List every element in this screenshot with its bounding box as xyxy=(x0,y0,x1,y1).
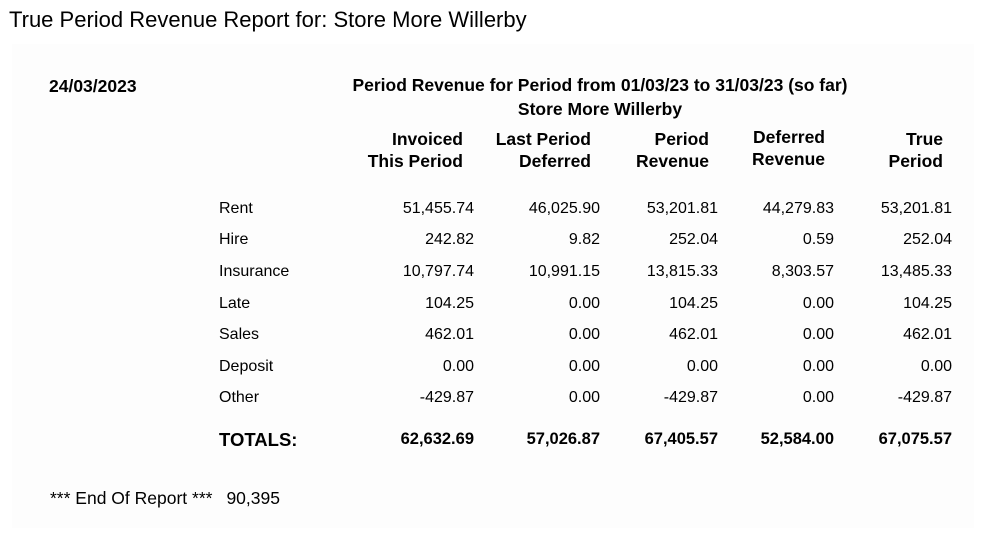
table-cell: 13,485.33 xyxy=(880,262,952,280)
table-cell: 0.00 xyxy=(802,294,834,312)
table-row: Late 104.25 0.00 104.25 0.00 104.25 xyxy=(210,288,952,320)
table-cell: 462.01 xyxy=(669,326,718,344)
table-row: Hire 242.82 9.82 252.04 0.59 252.04 xyxy=(210,225,952,257)
table-row: Sales 462.01 0.00 462.01 0.00 462.01 xyxy=(210,319,952,351)
column-header-line: True xyxy=(906,129,943,149)
table-cell: 10,797.74 xyxy=(402,262,474,280)
table-cell: 462.01 xyxy=(425,326,474,344)
column-header-line: Deferred xyxy=(519,151,591,171)
table-cell: 252.04 xyxy=(669,231,718,249)
table-cell: 53,201.81 xyxy=(880,199,952,217)
end-of-report-text: *** End Of Report *** xyxy=(50,488,213,508)
end-of-report: *** End Of Report *** 90,395 xyxy=(50,488,280,509)
report-panel xyxy=(12,44,974,528)
column-header-line: Period xyxy=(888,151,943,171)
totals-cell: 67,405.57 xyxy=(644,430,718,449)
table-cell: 0.00 xyxy=(568,294,600,312)
table-cell: 53,201.81 xyxy=(646,199,718,217)
table-cell: 462.01 xyxy=(903,326,952,344)
table-cell: 44,279.83 xyxy=(762,199,834,217)
column-header-line: Revenue xyxy=(752,149,825,169)
table-row: Insurance 10,797.74 10,991.15 13,815.33 … xyxy=(210,256,952,288)
row-label: Sales xyxy=(219,326,260,344)
table-cell: 0.00 xyxy=(802,357,834,375)
column-header-period-revenue: Period Revenue xyxy=(636,128,709,172)
table-cell: 0.00 xyxy=(686,357,718,375)
row-label: Other xyxy=(219,389,260,407)
report-heading: Period Revenue for Period from 01/03/23 … xyxy=(300,73,900,121)
column-header-true-period: True Period xyxy=(889,128,943,172)
row-label: Insurance xyxy=(219,262,290,280)
column-header-line: Invoiced xyxy=(392,129,463,149)
totals-cell: 57,026.87 xyxy=(526,430,600,449)
totals-label: TOTALS: xyxy=(219,428,298,450)
table-cell: 10,991.15 xyxy=(528,262,600,280)
column-header-line: Deferred xyxy=(753,127,825,147)
column-header-line: Period xyxy=(654,129,709,149)
row-label: Deposit xyxy=(219,357,274,375)
table-cell: 0.00 xyxy=(802,389,834,407)
report-code: 90,395 xyxy=(226,488,280,508)
table-cell: -429.87 xyxy=(897,389,952,407)
totals-cell: 52,584.00 xyxy=(760,430,834,449)
column-header-last-period-deferred: Last Period Deferred xyxy=(496,128,591,172)
report-period-heading: Period Revenue for Period from 01/03/23 … xyxy=(352,75,848,95)
column-header-line: This Period xyxy=(367,151,463,171)
table-cell: 51,455.74 xyxy=(402,199,474,217)
table-cell: 0.59 xyxy=(802,231,834,249)
table-cell: 0.00 xyxy=(802,326,834,344)
table-cell: -429.87 xyxy=(663,389,718,407)
table-cell: 0.00 xyxy=(568,357,600,375)
table-cell: 104.25 xyxy=(903,294,952,312)
table-cell: 8,303.57 xyxy=(771,262,834,280)
page-title: True Period Revenue Report for: Store Mo… xyxy=(9,7,527,32)
table-cell: 13,815.33 xyxy=(646,262,718,280)
row-label: Rent xyxy=(219,199,253,217)
report-date: 24/03/2023 xyxy=(49,76,137,96)
table-cell: 104.25 xyxy=(425,294,474,312)
column-header-deferred-revenue: Deferred Revenue xyxy=(752,126,825,170)
table-cell: 0.00 xyxy=(568,389,600,407)
report-store-name: Store More Willerby xyxy=(517,99,683,119)
table-cell: 0.00 xyxy=(920,357,952,375)
table-row: Other -429.87 0.00 -429.87 0.00 -429.87 xyxy=(210,383,952,415)
column-header-line: Revenue xyxy=(636,151,709,171)
table-cell: 46,025.90 xyxy=(528,199,600,217)
table-cell: 242.82 xyxy=(425,231,474,249)
table-cell: 0.00 xyxy=(568,326,600,344)
column-header-invoiced-this-period: Invoiced This Period xyxy=(368,128,463,172)
table-cell: -429.87 xyxy=(419,389,474,407)
totals-cell: 67,075.57 xyxy=(878,430,952,449)
table-cell: 0.00 xyxy=(442,357,474,375)
totals-row: TOTALS: 62,632.69 57,026.87 67,405.57 52… xyxy=(210,414,952,456)
table-row: Deposit 0.00 0.00 0.00 0.00 0.00 xyxy=(210,351,952,383)
table-cell: 252.04 xyxy=(903,231,952,249)
row-label: Hire xyxy=(219,231,249,249)
table-cell: 9.82 xyxy=(568,231,600,249)
revenue-table: Rent 51,455.74 46,025.90 53,201.81 44,27… xyxy=(210,193,952,456)
table-row: Rent 51,455.74 46,025.90 53,201.81 44,27… xyxy=(210,193,952,225)
totals-cell: 62,632.69 xyxy=(400,430,474,449)
table-cell: 104.25 xyxy=(669,294,718,312)
column-header-line: Last Period xyxy=(495,129,591,149)
row-label: Late xyxy=(219,294,251,312)
